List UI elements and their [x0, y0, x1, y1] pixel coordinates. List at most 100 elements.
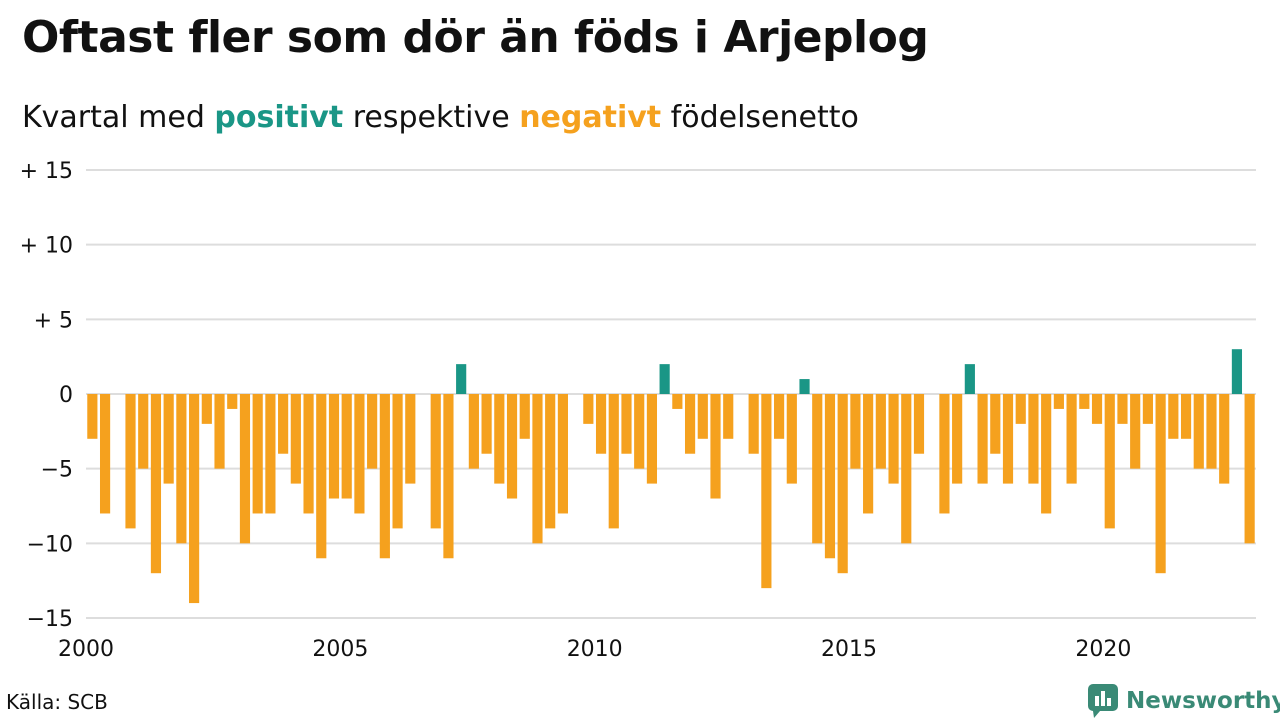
y-tick-label: −15: [27, 607, 73, 632]
bar-negative: [901, 394, 912, 544]
bar-negative: [430, 394, 441, 529]
bar-negative: [863, 394, 874, 514]
bar-negative: [125, 394, 136, 529]
bar-negative: [519, 394, 530, 439]
bar-negative: [290, 394, 301, 484]
bar-negative: [1079, 394, 1090, 409]
x-tick-label: 2000: [58, 637, 114, 662]
brand-name: Newsworthy: [1126, 688, 1280, 714]
bar-negative: [608, 394, 619, 529]
bar-negative: [697, 394, 708, 439]
bar-negative: [545, 394, 556, 529]
bar-negative: [1244, 394, 1255, 544]
bar-negative: [341, 394, 352, 499]
bar-negative: [1104, 394, 1115, 529]
newsworthy-logo: Newsworthy: [1088, 684, 1280, 718]
bar-negative: [786, 394, 797, 484]
bar-negative: [646, 394, 658, 484]
bar-negative: [710, 394, 721, 499]
bar-negative: [367, 394, 378, 469]
subtitle-negative-label: negativt: [519, 100, 662, 135]
x-tick-label: 2005: [312, 637, 368, 662]
bar-negative: [1193, 394, 1204, 469]
bar-negative: [634, 394, 645, 469]
bar-negative: [1066, 394, 1077, 484]
bar-negative: [557, 394, 568, 514]
bar-negative: [990, 394, 1001, 454]
bar-negative: [328, 394, 340, 499]
bar-negative: [379, 394, 390, 559]
x-axis-ticks: 2000 2005 2010 2015 2020: [58, 637, 1131, 662]
y-tick-label: + 10: [20, 234, 73, 259]
bar-positive: [1231, 349, 1243, 394]
bar-negative: [239, 394, 251, 544]
bar-negative: [723, 394, 734, 439]
bar-negative: [303, 394, 314, 514]
bar-negative: [1041, 394, 1052, 514]
bar-negative: [774, 394, 785, 439]
bar-negative: [1117, 394, 1128, 424]
bar-negative: [443, 394, 454, 559]
page-title: Oftast fler som dör än föds i Arjeplog: [22, 12, 929, 63]
bar-negative: [532, 394, 543, 544]
bar-negative: [977, 394, 988, 484]
bar-negative: [1130, 394, 1141, 469]
bar-negative: [252, 394, 263, 514]
bar-negative: [278, 394, 289, 454]
bar-negative: [506, 394, 518, 499]
y-tick-label: 0: [59, 383, 73, 408]
bar-negative: [189, 394, 200, 604]
bar-negative: [621, 394, 632, 454]
bar-positive: [799, 379, 810, 394]
bar-negative: [87, 394, 98, 439]
subtitle-text-start: Kvartal med: [22, 100, 215, 135]
bar-negative: [1142, 394, 1153, 424]
bar-negative: [850, 394, 861, 469]
bar-positive: [659, 364, 670, 394]
bar-negative: [201, 394, 212, 424]
bar-negative: [939, 394, 950, 514]
bar-negative: [761, 394, 772, 589]
subtitle-positive-label: positivt: [214, 100, 344, 135]
x-tick-label: 2020: [1075, 637, 1131, 662]
bar-negative: [812, 394, 823, 544]
x-tick-label: 2015: [821, 637, 877, 662]
source-note: Källa: SCB: [6, 690, 108, 714]
y-tick-label: + 5: [34, 308, 73, 333]
bar-negative: [138, 394, 149, 469]
bar-negative: [468, 394, 479, 469]
bar-chart: + 15 + 10 + 5 0 −5 −10 −15 2000 2005 2010 2015 202…: [20, 159, 1256, 662]
bar-negative: [1206, 394, 1217, 469]
bar-negative: [952, 394, 963, 484]
chart-logo-icon: [1088, 684, 1118, 718]
bar-negative: [163, 394, 174, 484]
bar-negative: [913, 394, 925, 454]
bar-negative: [1053, 394, 1064, 409]
bar-negative: [316, 394, 327, 559]
subtitle-text-middle: respektive: [343, 100, 520, 135]
bar-negative: [214, 394, 225, 469]
bar-negative: [1180, 394, 1192, 439]
y-tick-label: + 15: [20, 159, 73, 184]
bar-negative: [748, 394, 759, 454]
bar-negative: [583, 394, 594, 424]
y-tick-label: −10: [27, 532, 73, 557]
bar-negative: [1002, 394, 1014, 484]
bar-positive: [964, 364, 975, 394]
bar-negative: [265, 394, 276, 514]
bar-negative: [824, 394, 836, 559]
bar-negative: [1015, 394, 1026, 424]
y-axis-ticks: + 15 + 10 + 5 0 −5 −10 −15: [20, 159, 73, 632]
bar-negative: [672, 394, 683, 409]
bar-negative: [227, 394, 238, 409]
x-tick-label: 2010: [567, 637, 623, 662]
subtitle-text-end: födelsenetto: [661, 100, 859, 135]
chart-subtitle: Kvartal med positivt respektive negativt…: [22, 100, 859, 135]
bar-negative: [481, 394, 492, 454]
bar-negative: [1155, 394, 1166, 574]
y-tick-label: −5: [41, 458, 73, 483]
bar-negative: [888, 394, 899, 484]
bar-negative: [176, 394, 187, 544]
bar-negative: [1219, 394, 1230, 484]
